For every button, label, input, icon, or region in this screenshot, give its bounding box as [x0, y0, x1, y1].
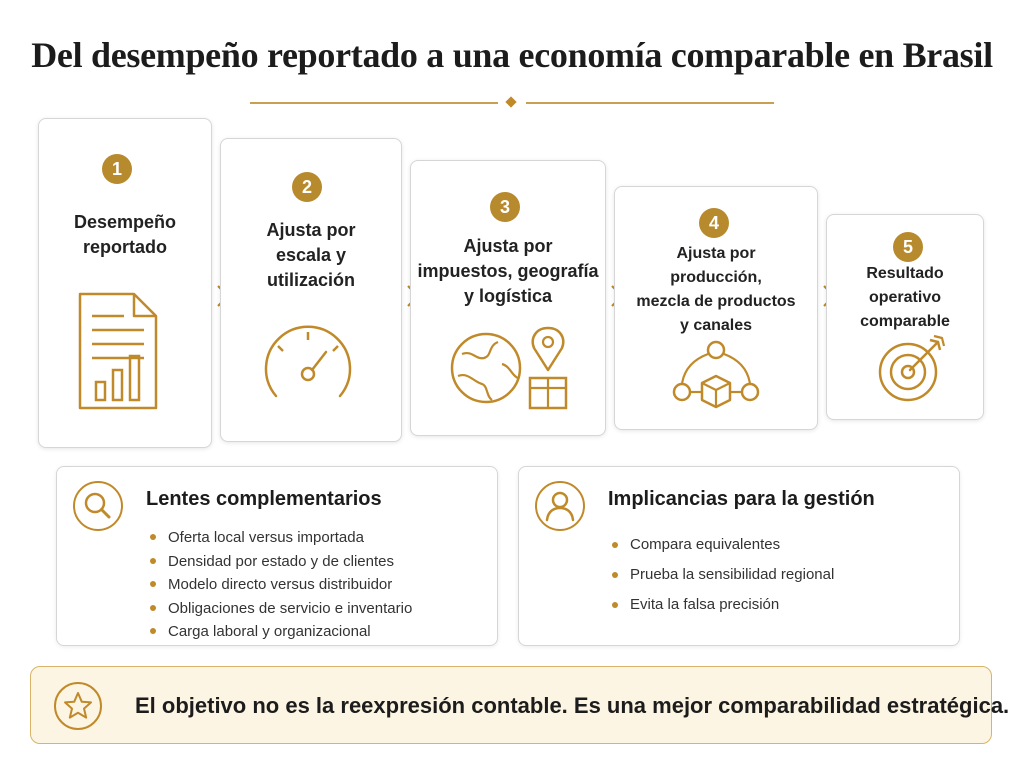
star-icon	[54, 682, 102, 730]
step-number-4: 4	[699, 208, 729, 238]
list-item: Oferta local versus importada	[146, 526, 412, 550]
step-title-2: Ajusta por escala y utilización	[266, 220, 356, 290]
implications-list: Compara equivalentes Prueba la sensibili…	[608, 530, 834, 620]
step-title-3: Ajusta por impuestos, geografía y logístic…	[417, 236, 599, 306]
step-number-3: 3	[490, 192, 520, 222]
lenses-list: Oferta local versus importada Densidad p…	[146, 526, 412, 644]
step-title-5: Resultado operativo comparable	[860, 265, 950, 330]
gauge-icon	[264, 325, 352, 398]
implications-panel	[518, 466, 960, 646]
globe-location-box-icon	[450, 326, 568, 410]
list-item: Carga laboral y organizacional	[146, 620, 412, 644]
target-icon	[878, 334, 946, 402]
list-item: Compara equivalentes	[608, 530, 834, 560]
step-title-1: Desempeño reportado	[73, 212, 177, 257]
list-item: Prueba la sensibilidad regional	[608, 560, 834, 590]
magnifier-icon	[73, 481, 123, 531]
list-item: Modelo directo versus distribuidor	[146, 573, 412, 597]
person-icon	[535, 481, 585, 531]
step-title-4: Ajusta por producción, mezcla de productos…	[636, 245, 796, 334]
lenses-panel	[56, 466, 498, 646]
lenses-title: Lentes complementarios	[146, 488, 382, 510]
conclusion-text: El objetivo no es la reexpresión contabl…	[135, 693, 1010, 718]
step-card-5	[826, 214, 984, 420]
step-card-2	[220, 138, 402, 442]
document-chart-icon	[78, 292, 158, 410]
list-item: Densidad por estado y de clientes	[146, 550, 412, 574]
conclusion-banner: El objetivo no es la reexpresión contabl…	[30, 666, 1009, 744]
list-item: Evita la falsa precisión	[608, 590, 834, 620]
step-number-2: 2	[292, 172, 322, 202]
title-divider	[250, 96, 774, 108]
implications-title: Implicancias para la gestión	[608, 488, 875, 510]
step-number-1: 1	[102, 154, 132, 184]
page-title: Del desempeño reportado a una economía c…	[31, 35, 993, 75]
network-box-icon	[672, 340, 760, 409]
step-number-5: 5	[893, 232, 923, 262]
list-item: Obligaciones de servicio e inventario	[146, 597, 412, 621]
